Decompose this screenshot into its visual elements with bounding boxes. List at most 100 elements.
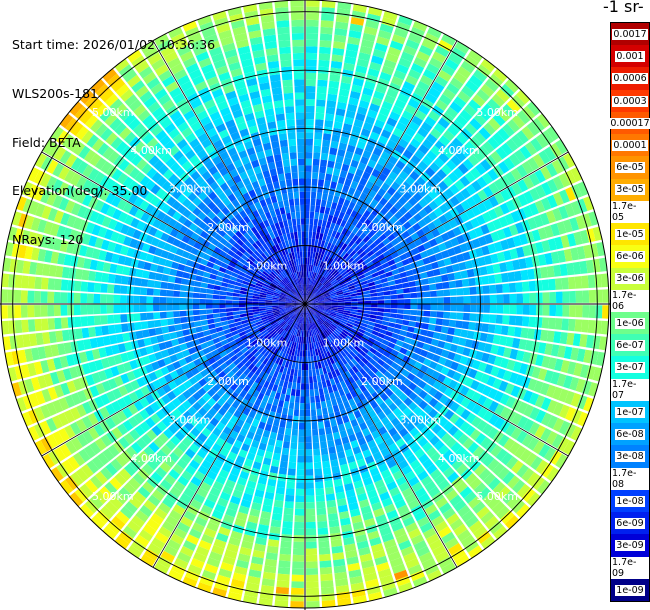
ppi-gate	[372, 125, 383, 135]
ppi-gate	[384, 304, 391, 309]
ppi-gate	[388, 246, 397, 255]
ppi-gate	[395, 283, 403, 290]
ppi-gate	[316, 86, 327, 94]
ppi-gate	[521, 105, 536, 121]
ppi-gate	[459, 243, 469, 253]
ppi-gate	[337, 266, 345, 273]
ppi-gate	[334, 263, 341, 270]
ppi-gate	[481, 245, 490, 256]
ppi-gate	[311, 304, 319, 306]
ppi-gate	[186, 304, 193, 310]
ppi-gate	[346, 144, 356, 153]
ppi-gate	[314, 252, 319, 260]
ppi-gate	[53, 305, 61, 317]
ppi-gate	[329, 290, 336, 295]
ppi-gate	[526, 101, 541, 116]
ppi-gate	[306, 46, 318, 54]
ppi-gate	[321, 220, 327, 228]
ppi-gate	[502, 471, 515, 485]
ppi-gate	[338, 304, 345, 306]
ppi-gate	[487, 354, 497, 365]
ppi-gate	[329, 313, 336, 318]
ppi-gate	[326, 200, 332, 209]
ppi-gate	[541, 412, 553, 426]
ppi-gate	[435, 318, 443, 326]
ppi-gate	[326, 242, 332, 250]
ppi-gate	[311, 305, 318, 308]
ppi-gate	[344, 178, 352, 187]
ppi-gate	[358, 340, 366, 347]
ppi-gate	[94, 271, 103, 282]
ppi-gate	[525, 364, 535, 377]
ppi-gate	[514, 270, 522, 282]
ppi-gate	[425, 231, 435, 241]
ppi-gate	[496, 294, 504, 304]
ppi-gate	[403, 397, 413, 407]
ppi-gate	[416, 285, 424, 292]
ppi-gate	[464, 339, 473, 348]
ppi-gate	[575, 378, 586, 393]
ppi-gate	[272, 506, 283, 515]
ppi-gate	[318, 428, 326, 436]
ppi-gate	[515, 374, 525, 386]
ppi-gate	[367, 68, 380, 78]
ppi-gate	[334, 317, 342, 322]
ppi-gate	[524, 141, 538, 156]
ppi-gate	[487, 388, 498, 400]
ppi-gate	[500, 325, 509, 336]
ppi-gate	[305, 462, 313, 470]
ppi-gate	[469, 118, 482, 131]
ppi-gate	[344, 245, 351, 253]
ppi-gate	[483, 304, 490, 313]
ppi-gate	[443, 342, 452, 351]
ppi-gate	[341, 243, 348, 251]
ppi-gate	[527, 378, 538, 391]
ppi-gate	[424, 92, 438, 104]
ppi-gate	[134, 277, 142, 287]
ppi-gate	[528, 421, 541, 436]
ppi-gate	[483, 343, 493, 353]
ppi-gate	[472, 446, 485, 459]
ppi-gate	[328, 314, 336, 319]
ppi-gate	[350, 180, 359, 190]
ppi-gate	[305, 284, 307, 291]
ppi-gate	[305, 66, 317, 73]
ppi-gate	[397, 266, 406, 273]
ppi-gate	[381, 320, 389, 326]
ppi-gate	[369, 268, 378, 275]
ppi-gate	[86, 293, 94, 304]
ppi-gate	[401, 369, 410, 378]
ppi-gate	[470, 295, 477, 304]
ppi-gate	[524, 452, 538, 467]
ppi-gate	[396, 314, 404, 320]
ppi-gate	[549, 291, 557, 303]
ppi-gate	[341, 318, 349, 323]
ppi-gate	[449, 413, 460, 424]
ppi-gate	[337, 95, 349, 104]
ppi-gate	[311, 300, 318, 303]
ppi-gate	[141, 270, 150, 279]
ppi-gate	[351, 304, 358, 307]
ppi-gate	[313, 289, 319, 295]
ppi-gate	[305, 92, 316, 100]
ppi-gate	[509, 304, 517, 315]
ppi-gate	[365, 327, 373, 334]
ppi-gate	[443, 257, 452, 266]
ppi-gate	[351, 242, 358, 250]
ppi-gate	[536, 113, 551, 129]
ppi-gate	[383, 10, 398, 21]
ppi-gate	[14, 274, 23, 288]
ppi-gate	[323, 293, 330, 297]
ppi-gate	[336, 182, 344, 191]
ppi-gate	[314, 468, 323, 476]
ppi-gate	[452, 226, 462, 237]
ppi-gate	[277, 567, 291, 575]
ppi-gate	[371, 330, 379, 336]
ppi-gate	[206, 309, 213, 314]
ppi-gate	[364, 297, 371, 301]
ppi-gate	[397, 225, 407, 234]
ppi-gate	[305, 79, 316, 87]
ppi-gate	[428, 397, 439, 408]
ppi-gate	[305, 198, 311, 205]
ppi-gate	[134, 321, 142, 331]
